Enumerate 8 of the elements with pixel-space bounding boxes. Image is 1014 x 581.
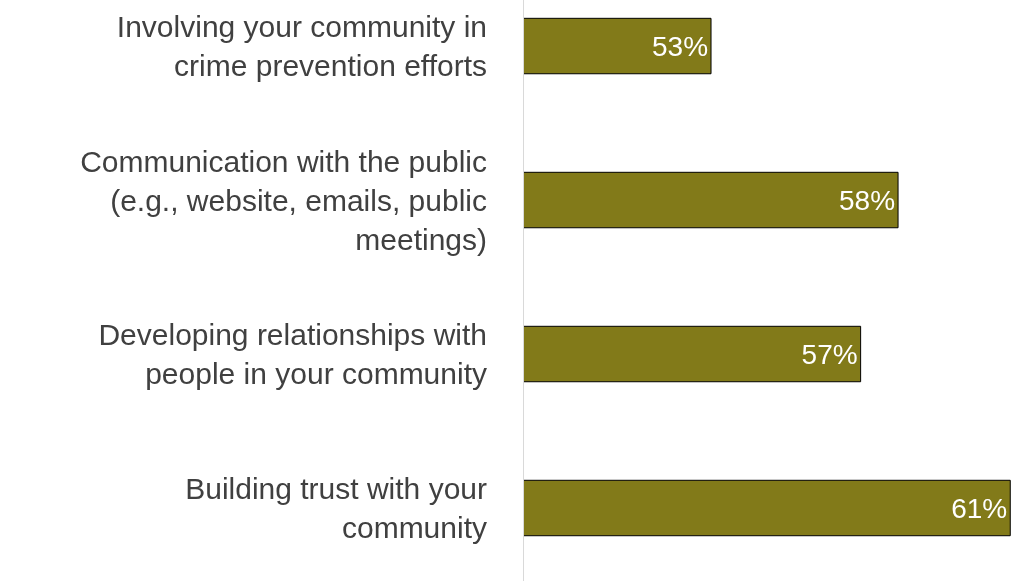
y-tick-label: Building trust with your community [185, 472, 487, 545]
data-label: 53% [651, 30, 709, 62]
data-label: 58% [839, 184, 896, 216]
y-tick-label: Involving your community in crime prevention efforts [116, 10, 487, 83]
data-label: 57% [801, 338, 858, 370]
data-label: 61% [951, 492, 1008, 524]
y-tick-label: Communication with the public (e.g., website, emails, public meetings) [80, 144, 487, 256]
y-tick-label: Developing relationships with people in your community [98, 318, 487, 391]
